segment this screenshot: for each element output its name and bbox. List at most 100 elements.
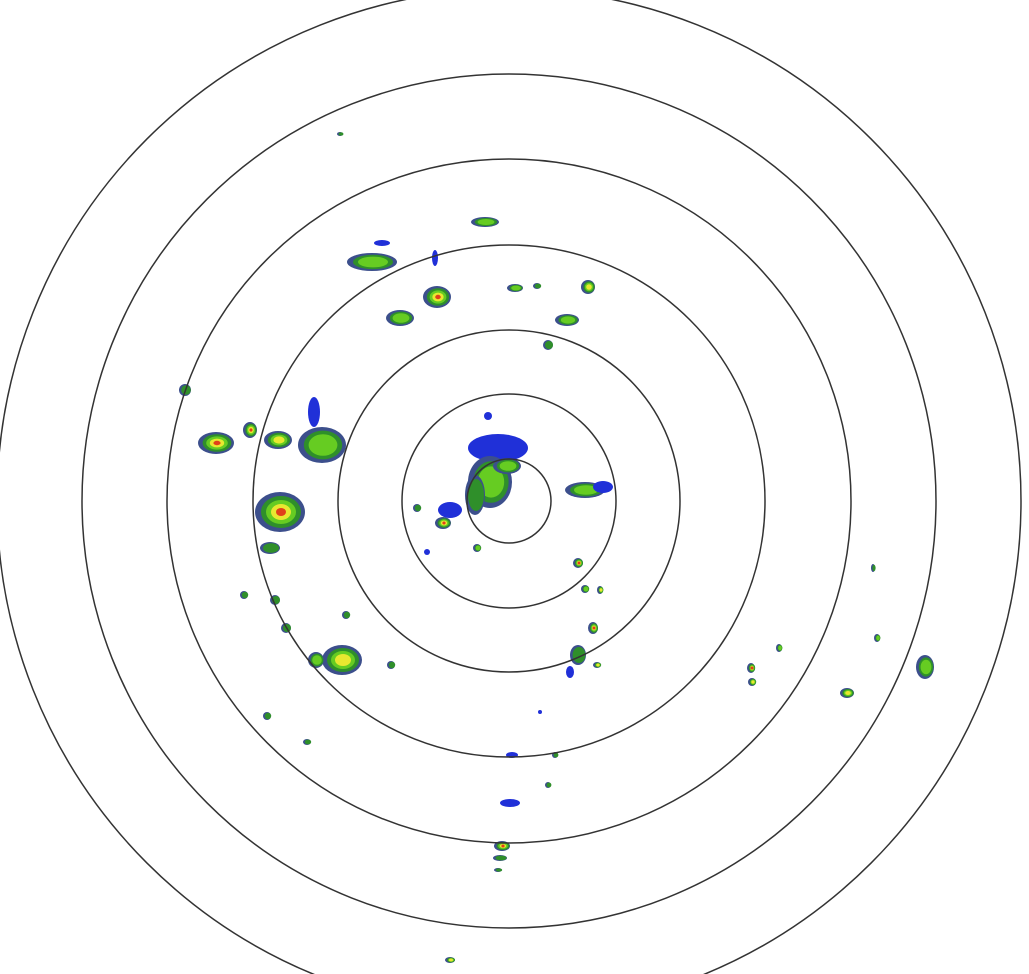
echo-layer (468, 479, 484, 511)
echo-layer (276, 508, 286, 516)
range-ring (466, 458, 552, 544)
echo-layer (872, 564, 876, 572)
echo-cell (424, 549, 430, 555)
echo-cell (545, 782, 552, 788)
echo-cell (840, 688, 854, 698)
echo-layer (213, 440, 221, 446)
echo-layer (500, 799, 520, 807)
echo-layer (432, 250, 438, 266)
echo-layer (876, 635, 880, 641)
echo-layer (495, 868, 503, 872)
echo-layer (592, 626, 596, 630)
echo-cell (555, 314, 579, 326)
echo-cell (543, 340, 553, 350)
echo-cell (243, 422, 257, 438)
echo-cell (468, 434, 528, 462)
echo-cell (484, 412, 492, 420)
echo-cell (435, 517, 451, 529)
echo-layer (577, 561, 581, 565)
echo-layer (468, 434, 528, 462)
echo-cell (581, 280, 595, 294)
echo-cell (566, 666, 574, 678)
echo-layer (475, 545, 481, 551)
echo-cell (255, 492, 305, 532)
echo-cell (593, 481, 613, 493)
echo-layer (264, 712, 272, 720)
echo-cell (493, 855, 507, 861)
echo-cell (507, 284, 523, 292)
echo-cell (264, 431, 292, 449)
echo-cell (747, 663, 756, 673)
echo-cell (438, 502, 462, 518)
echo-cell (374, 240, 390, 246)
echo-cell (588, 622, 598, 634)
echo-cell (198, 432, 234, 454)
echo-layer (593, 481, 613, 493)
echo-layer (538, 710, 542, 714)
echo-cell (581, 585, 590, 593)
echo-layer (545, 341, 553, 349)
echo-cell (473, 544, 482, 552)
echo-cell (337, 132, 344, 136)
echo-cell (308, 652, 324, 668)
echo-layer (477, 219, 495, 225)
echo-cell (240, 591, 249, 599)
echo-cell (386, 310, 414, 326)
echo-layer (388, 661, 396, 669)
echo-layer (438, 502, 462, 518)
echo-layer (501, 844, 505, 848)
echo-layer (484, 412, 492, 420)
echo-cell (776, 644, 783, 652)
echo-cell (342, 611, 351, 619)
echo-layer (583, 586, 589, 592)
echo-layer (449, 958, 453, 962)
echo-cell (432, 250, 438, 266)
echo-layer (574, 485, 598, 495)
echo-layer (495, 855, 507, 861)
echo-layer (442, 521, 446, 525)
echo-layer (392, 313, 410, 323)
echo-layer (308, 397, 320, 427)
range-ring (166, 158, 852, 844)
echo-cell (871, 564, 876, 572)
echo-layer (273, 436, 285, 444)
echo-layer (920, 659, 932, 675)
precipitation-echoes (179, 132, 934, 963)
echo-layer (249, 428, 253, 432)
echo-layer (560, 316, 576, 324)
echo-layer (750, 666, 754, 670)
echo-cell (260, 542, 280, 554)
echo-cell (593, 662, 602, 668)
echo-cell (308, 397, 320, 427)
echo-cell (423, 286, 451, 308)
echo-cell (573, 558, 583, 568)
range-ring (401, 393, 617, 609)
echo-cell (533, 283, 542, 289)
echo-cell (298, 427, 346, 463)
echo-layer (414, 504, 422, 512)
echo-layer (599, 588, 603, 592)
range-ring (81, 73, 937, 929)
echo-layer (241, 591, 249, 599)
echo-layer (374, 240, 390, 246)
echo-cell (493, 458, 521, 474)
echo-cell (538, 710, 542, 714)
echo-cell (748, 678, 757, 686)
echo-layer (546, 782, 552, 788)
echo-layer (566, 666, 574, 678)
echo-layer (553, 752, 559, 758)
echo-layer (424, 549, 430, 555)
echo-layer (845, 691, 851, 695)
echo-layer (751, 680, 755, 684)
echo-layer (312, 655, 322, 665)
echo-layer (308, 434, 338, 456)
echo-layer (511, 285, 521, 291)
echo-cell (413, 504, 422, 512)
echo-layer (263, 543, 279, 553)
echo-cell (500, 799, 520, 807)
echo-layer (343, 611, 351, 619)
echo-cell (445, 957, 455, 963)
